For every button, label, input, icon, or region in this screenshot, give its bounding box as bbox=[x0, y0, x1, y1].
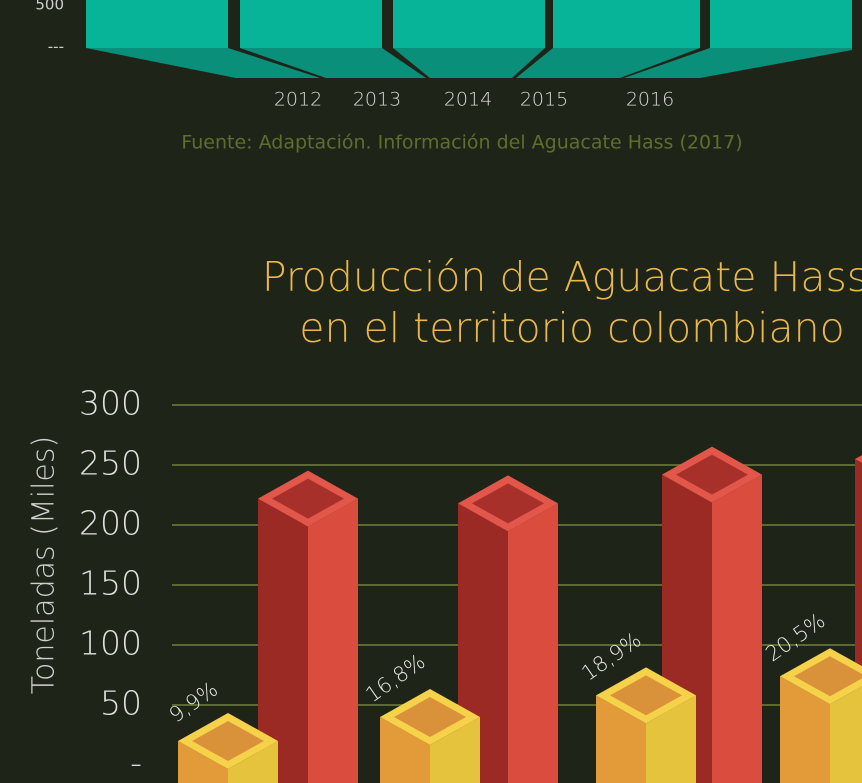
chart-title: Producción de Aguacate Hass bbox=[262, 253, 862, 301]
y-tick-label: - bbox=[130, 744, 142, 783]
bar-side bbox=[508, 503, 558, 783]
top-bars bbox=[86, 0, 852, 78]
y-axis-label: Toneladas (Miles) bbox=[27, 436, 62, 694]
x-tick-label: 2015 bbox=[520, 89, 568, 111]
y-tick-label: 150 bbox=[79, 564, 142, 603]
bar-front bbox=[178, 741, 228, 783]
bar-base bbox=[86, 48, 320, 78]
bar-top-inner bbox=[676, 454, 748, 495]
chart-title: en el territorio colombiano bbox=[299, 304, 844, 352]
bar-top-inner bbox=[192, 721, 264, 761]
bar-base bbox=[624, 48, 852, 78]
bar-top-inner bbox=[394, 697, 466, 737]
bar-face bbox=[393, 0, 545, 48]
bar-face bbox=[86, 0, 228, 48]
source: Fuente: Adaptación. Información del Agua… bbox=[181, 132, 742, 154]
x-tick-label: 2016 bbox=[626, 89, 674, 111]
bar-3d bbox=[380, 689, 480, 783]
bar-side bbox=[308, 498, 358, 783]
bar-face bbox=[240, 0, 382, 48]
bar-side bbox=[228, 741, 278, 783]
y-tick-label: 300 bbox=[79, 384, 142, 423]
bar-face bbox=[710, 0, 852, 48]
bar-front bbox=[258, 498, 308, 783]
x-tick-label: 2013 bbox=[353, 89, 401, 111]
bar-face bbox=[553, 0, 700, 48]
bar-3d bbox=[780, 648, 862, 783]
bar-top-inner bbox=[610, 675, 682, 716]
bar-side bbox=[646, 695, 696, 783]
bar-3d bbox=[258, 470, 358, 783]
bar-3d bbox=[178, 713, 278, 783]
bar-top bbox=[855, 455, 862, 463]
bar-front bbox=[596, 695, 646, 783]
bar-base bbox=[240, 48, 426, 78]
bar-base bbox=[516, 48, 700, 78]
y-tick-label: --- bbox=[48, 38, 64, 56]
bar-side bbox=[430, 717, 480, 783]
x-tick-label: 2012 bbox=[274, 89, 322, 111]
bar-front bbox=[780, 676, 830, 783]
bar-base bbox=[393, 48, 545, 78]
bar-front bbox=[380, 717, 430, 783]
bar-side bbox=[712, 474, 762, 783]
bar-side bbox=[830, 686, 862, 783]
y-tick-label: 500 bbox=[35, 0, 64, 14]
y-tick-label: 100 bbox=[79, 624, 142, 663]
y-tick-label: 250 bbox=[79, 444, 142, 483]
bar-top-inner bbox=[794, 656, 862, 697]
bar-3d bbox=[596, 667, 696, 783]
y-tick-label: 50 bbox=[100, 684, 142, 723]
y-tick-label: 200 bbox=[79, 504, 142, 543]
bar-top-inner bbox=[472, 483, 544, 524]
x-tick-label: 2014 bbox=[444, 89, 492, 111]
bar-top-inner bbox=[272, 478, 344, 519]
